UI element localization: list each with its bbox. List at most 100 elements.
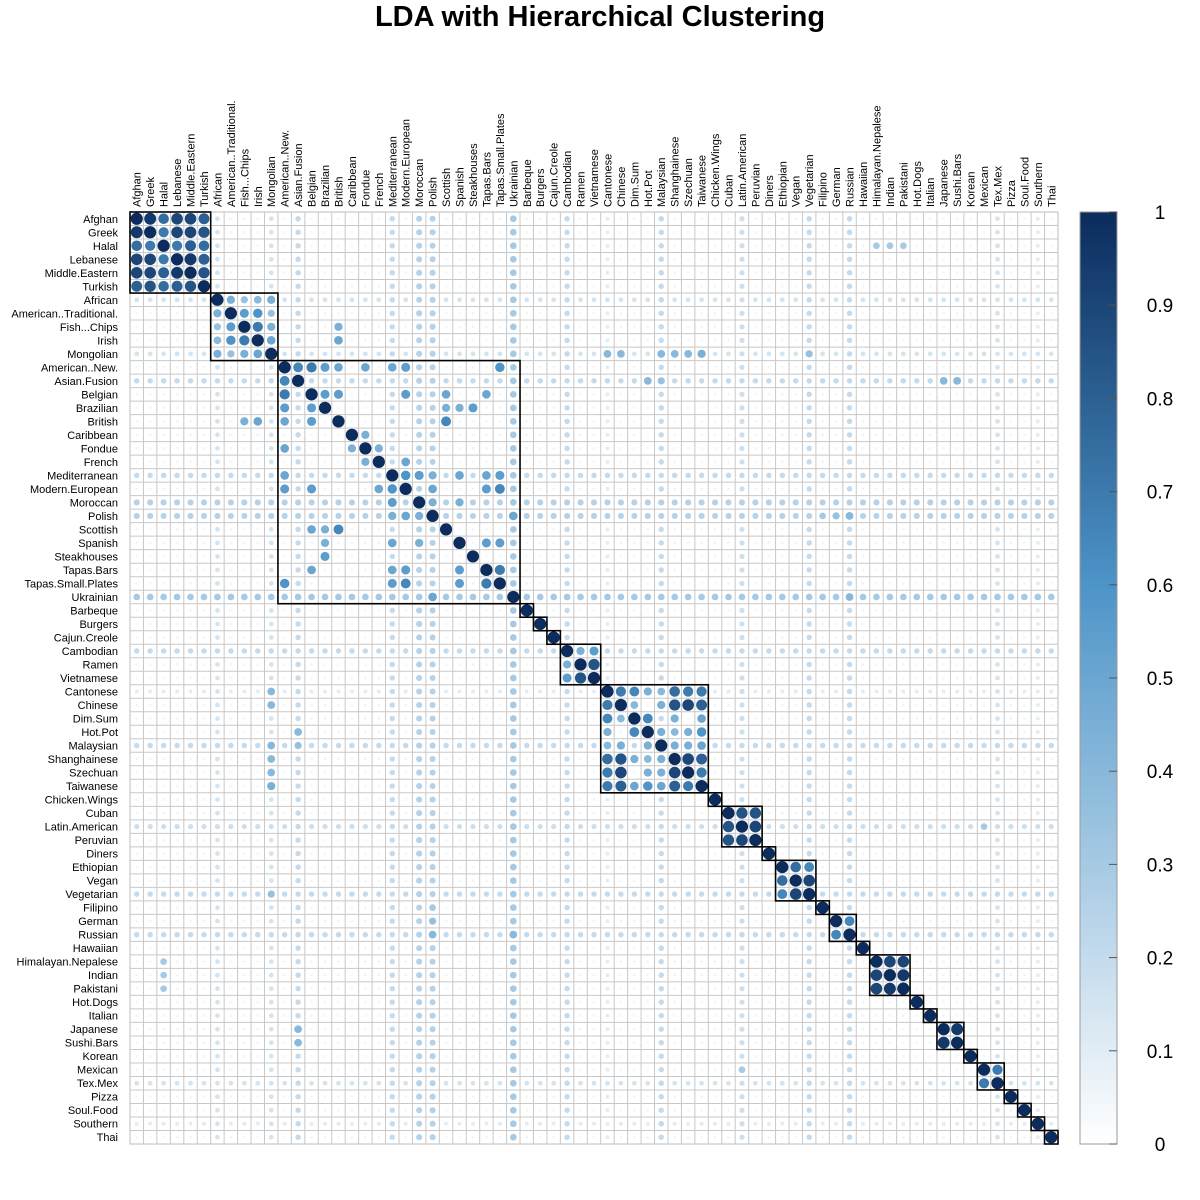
- matrix-cell-circle: [646, 487, 650, 491]
- matrix-cell-circle: [387, 497, 397, 507]
- matrix-cell-circle: [498, 555, 502, 558]
- matrix-cell-circle: [363, 757, 367, 761]
- matrix-cell-circle: [806, 945, 812, 951]
- matrix-cell-circle: [834, 555, 838, 558]
- matrix-cell-circle: [942, 582, 946, 585]
- matrix-cell-circle: [283, 325, 287, 329]
- matrix-cell-circle: [686, 582, 690, 585]
- matrix-cell-circle: [685, 472, 691, 479]
- matrix-cell-circle: [444, 311, 448, 315]
- matrix-cell-circle: [834, 663, 838, 666]
- matrix-cell-circle: [295, 985, 301, 992]
- matrix-cell-circle: [322, 931, 328, 938]
- matrix-cell-circle: [189, 392, 192, 396]
- matrix-cell-circle: [525, 1014, 529, 1018]
- matrix-cell-circle: [377, 609, 381, 612]
- matrix-cell-circle: [834, 568, 838, 572]
- matrix-cell-circle: [174, 378, 180, 384]
- matrix-cell-circle: [429, 620, 436, 628]
- matrix-cell-circle: [995, 405, 1000, 411]
- matrix-cell-circle: [646, 987, 650, 991]
- matrix-cell-circle: [428, 930, 437, 939]
- matrix-cell-circle: [632, 676, 636, 680]
- matrix-cell-circle: [579, 798, 582, 801]
- matrix-cell-circle: [135, 1108, 139, 1112]
- matrix-cell-circle: [846, 688, 853, 695]
- matrix-cell-circle: [374, 444, 383, 453]
- matrix-cell-circle: [955, 460, 959, 464]
- matrix-cell-circle: [834, 689, 839, 694]
- matrix-cell-circle: [754, 447, 757, 450]
- matrix-cell-circle: [497, 1121, 502, 1126]
- matrix-cell-circle: [135, 392, 139, 396]
- matrix-cell-circle: [632, 1121, 637, 1126]
- matrix-cell-circle: [982, 879, 986, 882]
- matrix-cell-circle: [538, 284, 542, 288]
- matrix-cell-circle: [631, 378, 638, 384]
- matrix-cell-circle: [187, 512, 194, 519]
- matrix-cell-circle: [376, 648, 382, 654]
- matrix-cell-circle: [214, 891, 221, 897]
- matrix-cell-circle: [215, 783, 220, 789]
- matrix-cell-circle: [712, 931, 718, 938]
- matrix-cell-circle: [363, 987, 367, 991]
- matrix-cell-circle: [915, 311, 919, 315]
- matrix-cell-circle: [605, 527, 610, 532]
- matrix-cell-circle: [754, 906, 757, 909]
- matrix-cell-circle: [821, 811, 825, 815]
- matrix-cell-circle: [914, 472, 920, 479]
- matrix-cell-circle: [982, 257, 986, 261]
- matrix-cell-circle: [954, 648, 960, 654]
- matrix-cell-circle: [189, 676, 192, 680]
- matrix-cell-circle: [429, 296, 436, 303]
- matrix-cell-circle: [619, 730, 623, 734]
- matrix-cell-circle: [377, 1095, 381, 1099]
- matrix-cell-circle: [538, 1095, 542, 1099]
- matrix-cell-circle: [834, 676, 838, 680]
- matrix-cell-circle: [509, 1012, 517, 1020]
- matrix-cell-circle: [184, 266, 197, 279]
- matrix-cell-circle: [982, 217, 986, 221]
- matrix-cell-circle: [941, 351, 947, 357]
- matrix-cell-circle: [202, 528, 206, 531]
- matrix-cell-circle: [242, 798, 246, 801]
- matrix-cell-circle: [416, 1053, 423, 1060]
- matrix-cell-circle: [414, 470, 424, 480]
- matrix-cell-circle: [252, 321, 263, 332]
- matrix-cell-circle: [754, 879, 757, 882]
- matrix-cell-circle: [552, 406, 556, 410]
- matrix-cell-circle: [283, 1054, 287, 1058]
- matrix-cell-circle: [821, 1014, 825, 1018]
- matrix-cell-circle: [174, 351, 180, 357]
- matrix-cell-circle: [202, 757, 206, 761]
- matrix-cell-circle: [700, 1000, 703, 1004]
- matrix-cell-circle: [592, 311, 596, 315]
- matrix-cell-circle: [552, 365, 556, 369]
- matrix-cell-circle: [387, 578, 397, 588]
- matrix-cell-circle: [294, 1038, 302, 1047]
- matrix-cell-circle: [619, 582, 623, 585]
- row-label: Cantonese: [65, 687, 118, 699]
- matrix-cell-circle: [444, 1068, 448, 1072]
- matrix-cell-circle: [806, 1093, 812, 1100]
- matrix-cell-circle: [389, 1120, 396, 1127]
- matrix-cell-circle: [725, 499, 732, 506]
- matrix-cell-circle: [552, 325, 556, 329]
- matrix-cell-circle: [308, 472, 315, 479]
- row-label: Southern: [73, 1119, 118, 1131]
- matrix-cell-circle: [471, 311, 475, 315]
- matrix-cell-circle: [227, 512, 234, 519]
- matrix-cell-circle: [1023, 798, 1026, 801]
- matrix-cell-circle: [376, 931, 382, 938]
- matrix-cell-circle: [901, 582, 905, 585]
- matrix-cell-circle: [874, 689, 879, 694]
- matrix-cell-circle: [846, 742, 853, 749]
- matrix-cell-circle: [754, 325, 757, 329]
- cluster-box: [277, 359, 521, 605]
- matrix-cell-circle: [631, 931, 638, 938]
- matrix-cell-circle: [416, 269, 423, 276]
- matrix-cell-circle: [509, 228, 517, 236]
- matrix-cell-circle: [389, 904, 396, 911]
- matrix-cell-circle: [861, 879, 865, 882]
- matrix-cell-circle: [444, 689, 448, 694]
